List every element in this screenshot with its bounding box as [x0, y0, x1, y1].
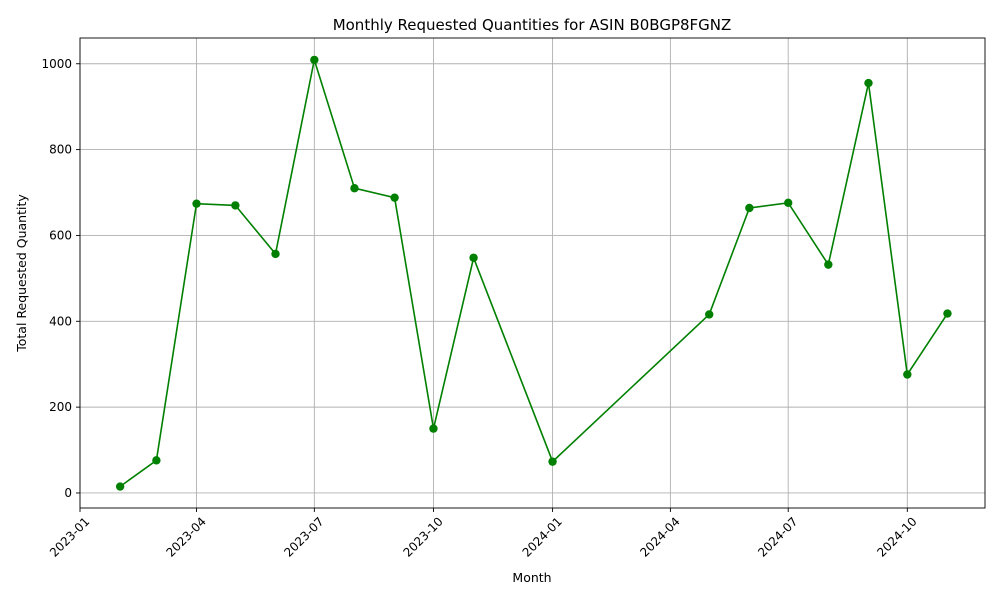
y-tick-label: 200 [49, 400, 72, 414]
data-point [864, 78, 873, 88]
x-tick-label: 2024-07 [755, 514, 800, 559]
chart-title: Monthly Requested Quantities for ASIN B0… [333, 16, 732, 34]
y-tick-label: 600 [49, 228, 72, 242]
y-axis-label: Total Requested Quantity [14, 194, 29, 353]
data-point [429, 424, 438, 433]
data-point [943, 309, 952, 318]
data-point [903, 370, 912, 379]
data-point [548, 457, 557, 466]
x-tick-label: 2024-01 [520, 514, 565, 559]
data-point [192, 199, 201, 208]
x-tick-label: 2024-10 [874, 514, 919, 559]
y-tick-label: 800 [49, 143, 72, 157]
series-line [119, 59, 949, 488]
data-point [350, 184, 359, 193]
y-tick-label: 400 [49, 314, 72, 328]
data-point [745, 203, 754, 213]
y-tick-label: 1000 [41, 57, 72, 71]
data-point [231, 201, 240, 210]
data-point [469, 253, 478, 262]
plot-frame [79, 37, 986, 509]
data-point [115, 482, 125, 491]
y-tick-label: 0 [64, 486, 72, 500]
x-tick-label: 2023-10 [400, 514, 445, 559]
grid-lines [79, 38, 985, 508]
data-point [784, 198, 793, 208]
data-point [824, 260, 833, 269]
data-point [152, 456, 161, 465]
x-axis-label: Month [512, 570, 551, 585]
x-tick-label: 2023-01 [47, 514, 92, 559]
x-tick-label: 2023-04 [164, 514, 209, 559]
series-layer [115, 55, 952, 491]
data-point [705, 310, 714, 319]
data-point [271, 249, 280, 259]
data-point [310, 55, 319, 65]
x-tick-label: 2023-07 [281, 514, 326, 559]
data-point [390, 193, 399, 202]
x-tick-label: 2024-04 [637, 514, 682, 559]
